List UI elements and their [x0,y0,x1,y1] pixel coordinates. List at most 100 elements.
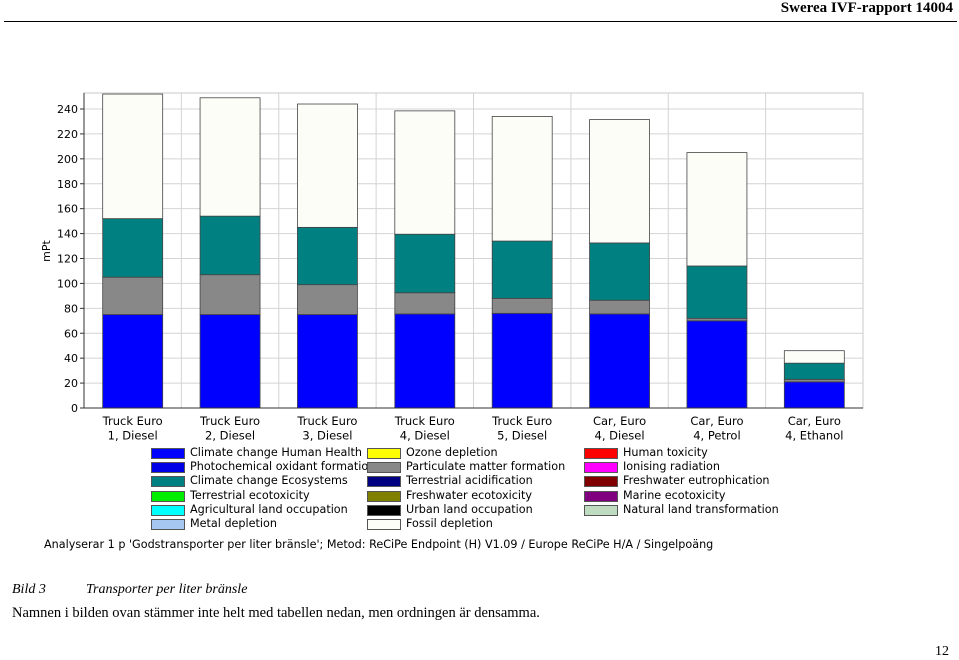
bar-segment [589,242,650,301]
legend-label: Ozone depletion [406,446,498,459]
bar-segment [491,312,553,409]
legend-label: Fossil depletion [406,517,493,530]
legend-swatch [584,504,618,516]
y-tick-label: 220 [57,128,78,141]
x-category-label: Car, Euro [788,414,841,428]
bar-segment [102,218,164,278]
y-tick-label: 40 [64,352,78,365]
bar-segment [297,103,358,228]
bar-segment [783,381,845,409]
legend-label: Climate change Ecosystems [190,474,348,488]
x-category-label: 3, Diesel [302,429,352,443]
y-tick-label: 240 [57,103,78,116]
y-axis-label: mPt [40,239,53,261]
bar-segment [199,274,261,315]
legend-label: Urban land occupation [406,502,533,516]
legend-label: Natural land transformation [623,502,779,516]
legend-swatch [367,462,401,474]
y-tick-label: 80 [64,302,78,315]
axis-layer: 0 20 40 60 80 100 120 140 160 180 200 220 240 [57,93,863,415]
bar-segment [589,119,650,244]
report-title: Swerea IVF-rapport 14004 [780,0,953,16]
figure-number: Bild 3 [12,582,46,597]
legend-swatch [367,448,401,459]
legend-label: Photochemical oxidant formation [190,460,376,474]
x-category-label: Car, Euro [690,414,743,428]
x-category-label: 2, Diesel [205,429,255,443]
legend-swatch [584,490,618,502]
bar-segment [686,152,748,267]
bar-segment [783,350,845,364]
legend-label: Terrestrial ecotoxicity [190,488,310,502]
legend-label: Marine ecotoxicity [623,488,726,502]
legend-swatch [367,504,401,516]
legend-swatch [367,490,401,502]
legend-swatch [584,462,618,474]
x-category-label: 4, Diesel [595,429,645,443]
legend-label: Terrestrial acidification [406,474,533,488]
x-category-label: Truck Euro [102,414,163,428]
x-category-label: Truck Euro [296,414,357,428]
figure-caption: Transporter per liter bränsle [86,582,248,597]
legend-swatch [584,448,618,459]
bar-segment [199,97,261,217]
bar-segment [394,292,456,315]
x-category-label: 4, Diesel [400,429,450,443]
body-note: Namnen i bilden ovan stämmer inte helt m… [12,605,540,621]
bar-segment [102,314,164,409]
bar-segment [686,320,748,409]
legend-swatch [151,504,185,516]
x-category-label: 4, Petrol [693,429,740,443]
y-tick-label: 100 [57,277,78,290]
bar-segment [783,362,845,380]
x-category-label: Truck Euro [491,414,552,428]
legend-swatch [151,448,185,459]
legend-label: Climate change Human Health [190,446,362,459]
bar-segment [686,265,748,319]
bar-segment [297,284,358,315]
bar-segment [102,93,164,220]
y-tick-label: 60 [64,327,78,340]
bar-segment [491,116,553,242]
x-category-label: 4, Ethanol [785,429,843,443]
bar-segment [394,313,456,409]
legend-swatch [151,476,185,488]
legend-swatch [367,476,401,488]
legend-swatch [367,519,401,530]
legend-label: Freshwater ecotoxicity [406,488,532,502]
bar-segment [589,313,650,409]
legend-swatch [151,490,185,502]
x-category-label: 5, Diesel [497,429,547,443]
legend-label: Freshwater eutrophication [623,474,770,488]
y-tick-label: 200 [57,153,78,166]
y-tick-label: 180 [57,178,78,191]
y-tick-label: 160 [57,203,78,216]
bar-segment [102,276,164,315]
y-tick-label: 140 [57,228,78,241]
x-category-label: Car, Euro [593,414,646,428]
analysis-description: Analyserar 1 p 'Godstransporter per lite… [44,538,714,551]
x-category-label: Truck Euro [394,414,455,428]
x-category-label: 1, Diesel [108,429,158,443]
legend-label: Ionising radiation [623,460,720,474]
y-tick-label: 20 [64,377,78,390]
x-category-label: Truck Euro [199,414,260,428]
legend-swatch [584,476,618,488]
bar-segment [394,233,456,294]
bar-segment [491,297,553,314]
bar-segment [491,240,553,299]
stacked-bar-chart: 0 20 40 60 80 100 120 140 160 180 200 220 240 Truck … [40,92,864,443]
bar-segment [199,314,261,409]
y-tick-label: 120 [57,253,78,266]
legend-swatch [151,462,185,474]
legend-swatch [151,519,185,530]
page-number: 12 [935,644,949,659]
bar-segment [394,110,456,235]
bar-segment [297,314,358,409]
y-tick-label: 0 [71,402,78,415]
legend-label: Particulate matter formation [406,460,566,474]
header-divider [4,21,957,22]
bars-layer [102,93,845,409]
legend-label: Agricultural land occupation [190,502,348,516]
